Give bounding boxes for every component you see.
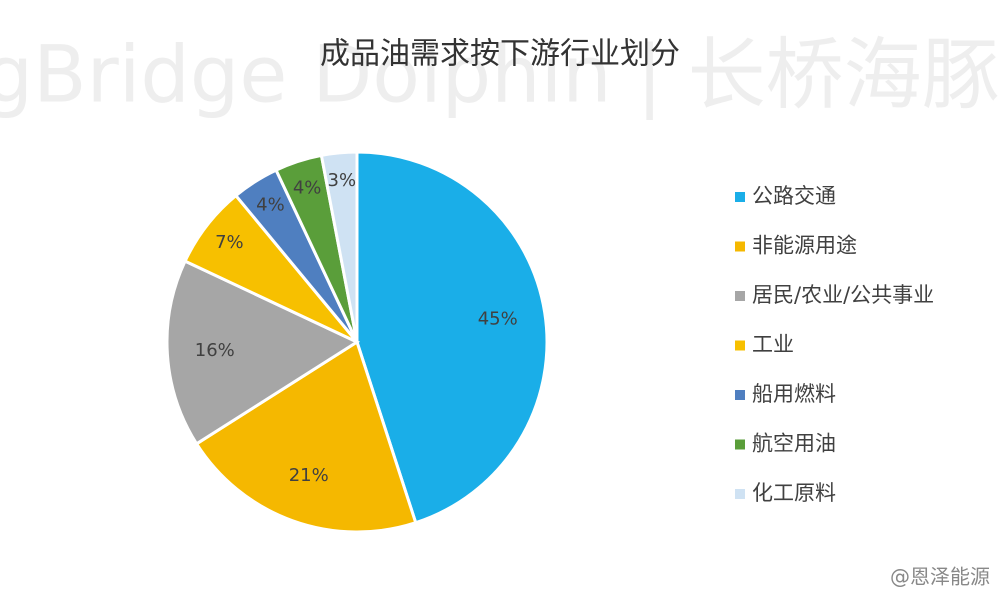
slice-label: 7% bbox=[215, 232, 244, 253]
legend-label: 航空用油 bbox=[752, 432, 836, 456]
legend-swatch bbox=[735, 390, 745, 400]
slice-label: 4% bbox=[293, 177, 322, 198]
pie-slice bbox=[194, 339, 418, 534]
slice-label: 45% bbox=[478, 309, 518, 330]
chart-title: 成品油需求按下游行业划分 bbox=[320, 37, 680, 72]
slice-label: 21% bbox=[289, 465, 329, 486]
legend-swatch bbox=[735, 439, 745, 450]
legend-label: 工业 bbox=[752, 333, 794, 357]
legend-label: 公路交通 bbox=[752, 184, 836, 208]
legend-swatch bbox=[735, 291, 745, 301]
legend-swatch bbox=[735, 489, 745, 499]
legend-swatch bbox=[735, 340, 745, 351]
legend-label: 居民/农业/公共事业 bbox=[752, 283, 934, 307]
slice-label: 16% bbox=[195, 340, 235, 361]
pie-slice bbox=[355, 150, 549, 525]
slice-label: 3% bbox=[328, 170, 357, 191]
credit: @恩泽能源 bbox=[890, 565, 990, 589]
legend-label: 非能源用途 bbox=[752, 234, 857, 258]
pie-slice bbox=[165, 259, 361, 446]
pie-slice bbox=[319, 150, 359, 343]
legend-swatch bbox=[735, 241, 745, 252]
watermark: LongBridge Dolphin | 长桥海豚投研 bbox=[0, 30, 1000, 120]
slice-label: 4% bbox=[256, 195, 285, 216]
legend-label: 船用燃料 bbox=[752, 382, 836, 406]
legend-swatch bbox=[735, 192, 745, 202]
legend-label: 化工原料 bbox=[752, 481, 836, 505]
